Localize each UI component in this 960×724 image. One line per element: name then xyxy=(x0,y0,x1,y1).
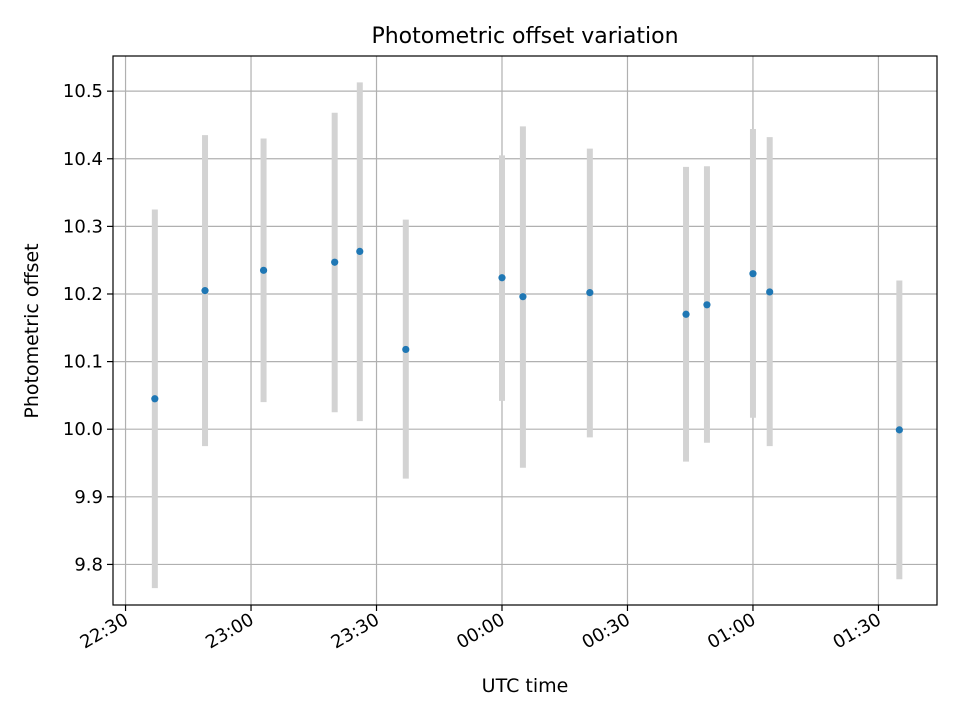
plot-area-frame xyxy=(112,55,938,606)
data-points xyxy=(151,247,903,434)
data-point xyxy=(498,274,506,282)
data-point xyxy=(356,247,364,255)
data-point xyxy=(259,266,268,274)
y-tick-label: 9.8 xyxy=(74,554,103,575)
y-axis-label: Photometric offset xyxy=(21,243,43,418)
y-tick-label: 10.5 xyxy=(63,81,103,102)
data-point xyxy=(766,288,774,296)
data-point xyxy=(682,310,690,318)
data-point xyxy=(586,289,594,297)
y-tick-label: 10.2 xyxy=(63,284,103,305)
data-point xyxy=(402,345,410,354)
data-point xyxy=(749,270,757,278)
data-point xyxy=(201,287,209,295)
y-tick-label: 10.3 xyxy=(63,216,103,237)
data-point xyxy=(151,395,159,403)
data-point xyxy=(703,301,711,309)
data-point xyxy=(895,426,903,434)
data-point xyxy=(331,258,339,266)
y-tick-label: 10.4 xyxy=(63,149,103,170)
y-tick-label: 10.1 xyxy=(63,352,103,373)
x-axis-label: UTC time xyxy=(482,675,569,697)
y-axis-ticks: 9.8 9.9 10.0 10.1 10.2 10.3 10.4 10.5 xyxy=(63,81,113,575)
chart-title: Photometric offset variation xyxy=(371,24,678,49)
y-tick-label: 9.9 xyxy=(74,487,103,508)
data-point xyxy=(519,293,527,301)
y-tick-label: 10.0 xyxy=(63,419,103,440)
